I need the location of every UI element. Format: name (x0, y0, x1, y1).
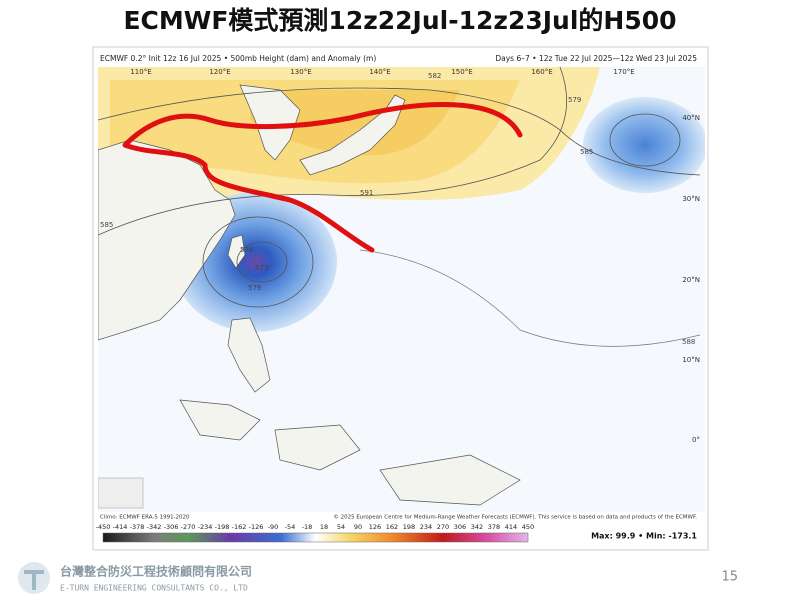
map-header-left: ECMWF 0.2° Init 12z 16 Jul 2025 • 500mb … (100, 54, 376, 63)
lon-label: 150°E (451, 68, 472, 76)
colorbar-tick-label: -342 (147, 523, 162, 531)
slide-title: ECMWF模式預測12z22Jul-12z23Jul的H500 (123, 6, 676, 35)
lon-label: 130°E (290, 68, 311, 76)
colorbar-tick-label: 234 (420, 523, 432, 531)
map-area (98, 67, 705, 512)
map-stats: Max: 99.9 • Min: -173.1 (591, 532, 697, 541)
colorbar-tick-label: 450 (522, 523, 534, 531)
colorbar-tick-label: -162 (232, 523, 247, 531)
colorbar-tick-label: -90 (268, 523, 279, 531)
colorbar-tick-label: 270 (437, 523, 449, 531)
colorbar-ticks: -450 -414 -378 -342 -306 -270 -234 -198 -162 -126… (96, 523, 535, 531)
colorbar-tick-label: 198 (403, 523, 415, 531)
lon-label: 170°E (613, 68, 634, 76)
lon-label: 140°E (369, 68, 390, 76)
lat-label: 40°N (682, 114, 700, 122)
lon-label: 160°E (531, 68, 552, 76)
colorbar-tick-label: -234 (198, 523, 213, 531)
contour-label: 585 (100, 221, 113, 229)
colorbar-tick-label: 306 (454, 523, 466, 531)
colorbar-tick-label: -270 (181, 523, 196, 531)
colorbar-tick-label: 90 (354, 523, 362, 531)
colorbar-tick-label: -450 (96, 523, 111, 531)
company-name-en: E-TURN ENGINEERING CONSULTANTS CO., LTD (60, 584, 248, 593)
contour-label: 591 (360, 189, 373, 197)
colorbar-tick-label: -126 (249, 523, 264, 531)
lon-label: 120°E (209, 68, 230, 76)
colorbar-tick-label: 378 (488, 523, 500, 531)
contour-label: 588 (682, 338, 695, 346)
lat-label: 0° (692, 436, 700, 444)
page-number: 15 (721, 570, 738, 585)
colorbar-tick-label: 162 (386, 523, 398, 531)
contour-label: 582 (428, 72, 441, 80)
colorbar-tick-label: 342 (471, 523, 483, 531)
latitude-labels: 40°N 30°N 20°N 10°N 0° (682, 114, 700, 444)
colorbar-tick-label: 18 (320, 523, 328, 531)
colorbar (102, 532, 529, 543)
colorbar-tick-label: 414 (505, 523, 517, 531)
contour-label: 579 (568, 96, 581, 104)
lat-label: 10°N (682, 356, 700, 364)
map-header-right: Days 6–7 • 12z Tue 22 Jul 2025—12z Wed 2… (495, 54, 697, 63)
colorbar-tick-label: -414 (113, 523, 128, 531)
lat-label: 20°N (682, 276, 700, 284)
contour-label: 579 (248, 284, 261, 292)
colorbar-tick-label: 54 (337, 523, 345, 531)
colorbar-tick-label: -306 (164, 523, 179, 531)
contour-label: 573 (255, 264, 268, 272)
lon-label: 110°E (130, 68, 151, 76)
contour-label: 585 (580, 148, 593, 156)
company-logo (18, 562, 50, 594)
company-name-zh: 台灣整合防災工程技術顧問有限公司 (60, 564, 252, 579)
lat-label: 30°N (682, 195, 700, 203)
colorbar-tick-label: -18 (302, 523, 313, 531)
colorbar-tick-label: -378 (130, 523, 145, 531)
contour-labels: 582 579 585 591 585 576 573 579 588 (100, 72, 695, 346)
contour-label: 576 (240, 246, 254, 254)
longitude-labels: 110°E 120°E 130°E 140°E 150°E 160°E 170°… (130, 68, 634, 76)
colorbar-tick-label: 126 (369, 523, 381, 531)
colorbar-tick-label: -54 (285, 523, 296, 531)
colorbar-tick-label: -198 (215, 523, 230, 531)
map-footer-left: Climo: ECMWF ERA-5 1991-2020 (100, 515, 190, 521)
map-footer-right: © 2025 European Centre for Medium-Range … (333, 514, 697, 521)
